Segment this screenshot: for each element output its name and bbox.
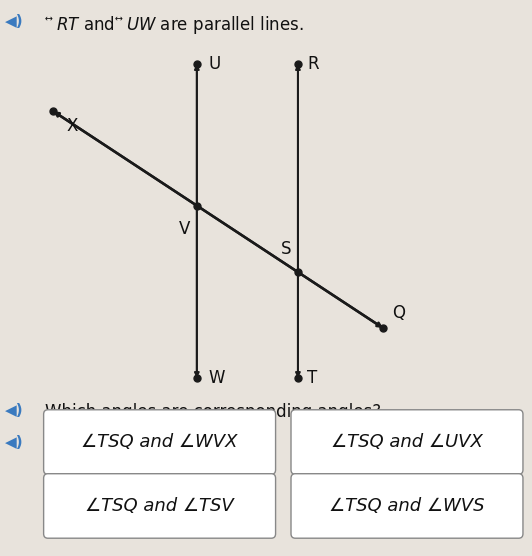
FancyBboxPatch shape [44,410,276,474]
Text: Q: Q [393,305,405,322]
Text: V: V [179,220,190,237]
Text: T: T [307,369,318,387]
Text: Which angles are corresponding angles?: Which angles are corresponding angles? [45,403,381,421]
Text: $\overleftrightarrow{RT}$ and $\overleftrightarrow{UW}$ are parallel lines.: $\overleftrightarrow{RT}$ and $\overleft… [45,14,304,36]
Text: X: X [66,117,78,135]
Text: U: U [209,55,221,73]
Text: ∠TSQ and ∠WVX: ∠TSQ and ∠WVX [81,433,238,451]
FancyBboxPatch shape [291,410,523,474]
FancyBboxPatch shape [44,474,276,538]
Text: R: R [307,55,319,73]
Text: W: W [209,369,225,387]
Text: ∠TSQ and ∠TSV: ∠TSQ and ∠TSV [85,497,234,515]
Text: ◀): ◀) [5,14,24,29]
Text: S: S [281,240,292,258]
Text: ◀): ◀) [5,403,24,418]
Text: ∠TSQ and ∠WVS: ∠TSQ and ∠WVS [329,497,485,515]
Text: ∠TSQ and ∠UVX: ∠TSQ and ∠UVX [331,433,483,451]
Text: ◀): ◀) [5,435,24,449]
FancyBboxPatch shape [291,474,523,538]
